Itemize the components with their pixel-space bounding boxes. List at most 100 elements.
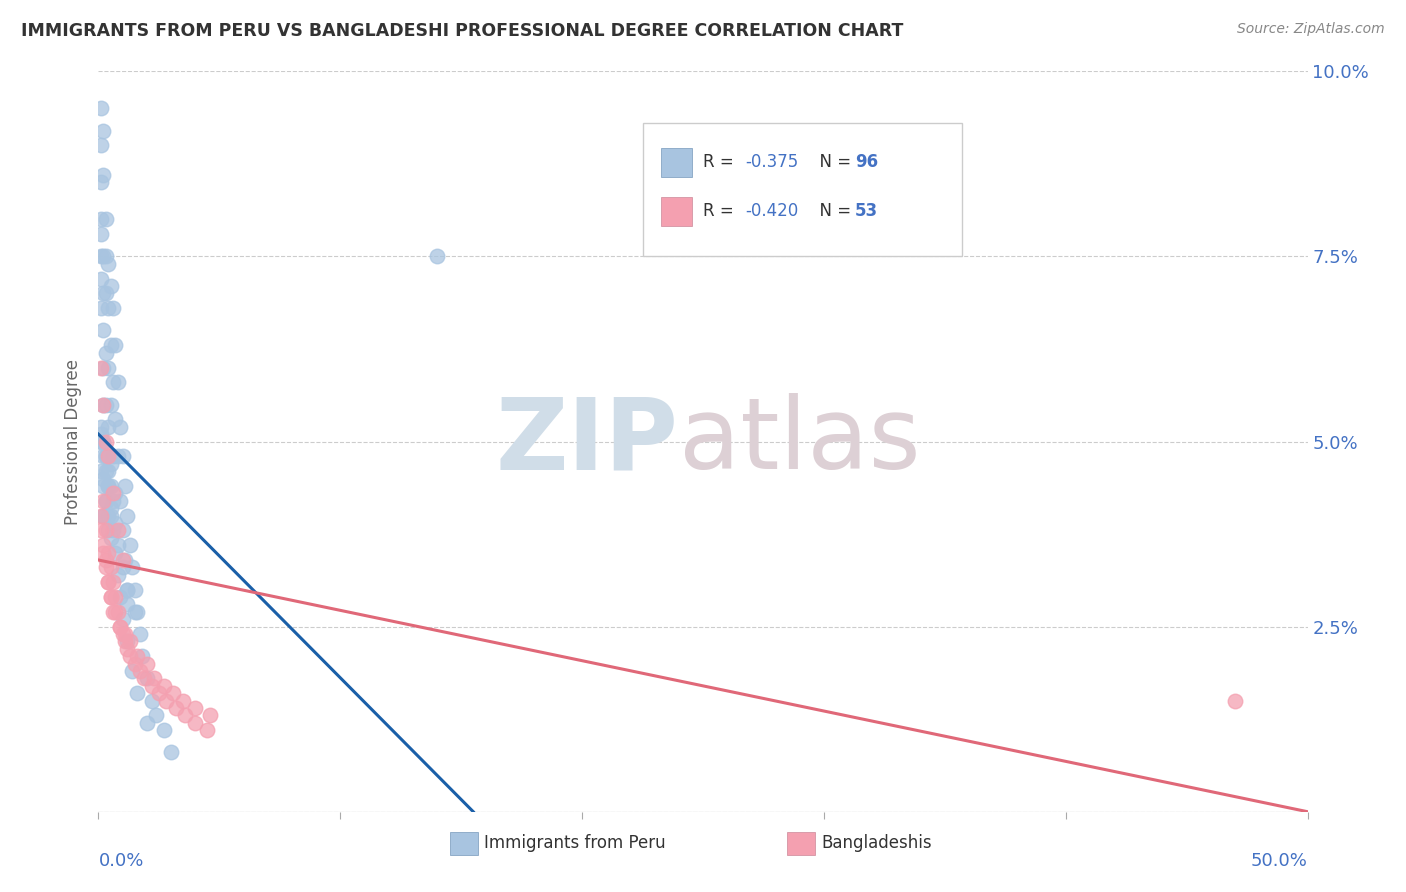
Point xyxy=(117,508,139,523)
Point xyxy=(90,464,112,478)
Point xyxy=(101,301,124,316)
Point xyxy=(174,708,197,723)
Point xyxy=(107,450,129,464)
Point xyxy=(172,694,194,708)
Point xyxy=(128,627,150,641)
Y-axis label: Professional Degree: Professional Degree xyxy=(65,359,83,524)
Point xyxy=(97,545,120,560)
Text: R =: R = xyxy=(703,153,740,171)
Point xyxy=(91,508,114,523)
Point xyxy=(107,567,129,582)
Point xyxy=(94,398,117,412)
Point xyxy=(145,708,167,723)
Point xyxy=(117,582,139,597)
Point xyxy=(127,649,149,664)
Point xyxy=(91,250,114,264)
Point xyxy=(94,345,117,359)
Point xyxy=(94,493,117,508)
Text: ZIP: ZIP xyxy=(496,393,679,490)
Point xyxy=(107,605,129,619)
Point xyxy=(195,723,218,738)
Point xyxy=(124,657,146,671)
Point xyxy=(100,590,122,604)
Point xyxy=(104,486,127,500)
Point xyxy=(135,672,157,686)
Text: R =: R = xyxy=(703,202,740,220)
Point xyxy=(107,376,129,390)
Point xyxy=(127,605,149,619)
Point xyxy=(94,524,117,538)
Point xyxy=(91,398,114,412)
Point xyxy=(184,701,207,715)
Point xyxy=(100,531,122,545)
Point xyxy=(97,479,120,493)
Text: -0.420: -0.420 xyxy=(745,202,799,220)
Point xyxy=(94,464,117,478)
Point xyxy=(97,257,120,271)
Point xyxy=(118,538,141,552)
Point xyxy=(111,524,134,538)
Point xyxy=(94,286,117,301)
Point xyxy=(100,279,122,293)
Point xyxy=(104,338,127,352)
Point xyxy=(94,450,117,464)
Text: 50.0%: 50.0% xyxy=(1251,853,1308,871)
Point xyxy=(91,168,114,182)
Text: atlas: atlas xyxy=(679,393,921,490)
Point xyxy=(141,694,163,708)
Point xyxy=(101,524,124,538)
Point xyxy=(97,508,120,523)
Point xyxy=(108,419,131,434)
Point xyxy=(91,493,114,508)
Point xyxy=(114,553,136,567)
Point xyxy=(101,376,124,390)
Point xyxy=(90,434,112,449)
Point xyxy=(121,560,143,574)
Point xyxy=(104,516,127,530)
Point xyxy=(90,508,112,523)
Point xyxy=(90,212,112,227)
Point xyxy=(198,708,221,723)
Point xyxy=(111,553,134,567)
Text: Immigrants from Peru: Immigrants from Peru xyxy=(484,834,665,852)
Point xyxy=(1223,694,1246,708)
Point xyxy=(104,605,127,619)
Point xyxy=(108,590,131,604)
Point xyxy=(107,538,129,552)
Point xyxy=(124,582,146,597)
Text: N =: N = xyxy=(808,202,856,220)
Point xyxy=(91,479,114,493)
Point xyxy=(97,524,120,538)
Point xyxy=(111,560,134,574)
Text: 0.0%: 0.0% xyxy=(98,853,143,871)
Text: 96: 96 xyxy=(855,153,879,171)
Point xyxy=(114,627,136,641)
Point xyxy=(90,101,112,115)
Point xyxy=(114,479,136,493)
Point xyxy=(162,686,184,700)
Point xyxy=(90,271,112,285)
Point xyxy=(94,212,117,227)
Point xyxy=(90,524,112,538)
Point xyxy=(91,286,114,301)
Point xyxy=(90,419,112,434)
Point xyxy=(101,575,124,590)
Point xyxy=(100,398,122,412)
Point xyxy=(104,545,127,560)
Point xyxy=(91,434,114,449)
Point xyxy=(91,360,114,375)
Point xyxy=(97,575,120,590)
Point xyxy=(100,338,122,352)
Point xyxy=(127,686,149,700)
Point xyxy=(100,590,122,604)
Point xyxy=(101,493,124,508)
Point xyxy=(90,250,112,264)
Point xyxy=(101,450,124,464)
Point xyxy=(97,464,120,478)
Point xyxy=(91,324,114,338)
Point xyxy=(135,657,157,671)
Text: 53: 53 xyxy=(855,202,879,220)
Point xyxy=(97,575,120,590)
Point xyxy=(94,434,117,449)
Point xyxy=(90,138,112,153)
